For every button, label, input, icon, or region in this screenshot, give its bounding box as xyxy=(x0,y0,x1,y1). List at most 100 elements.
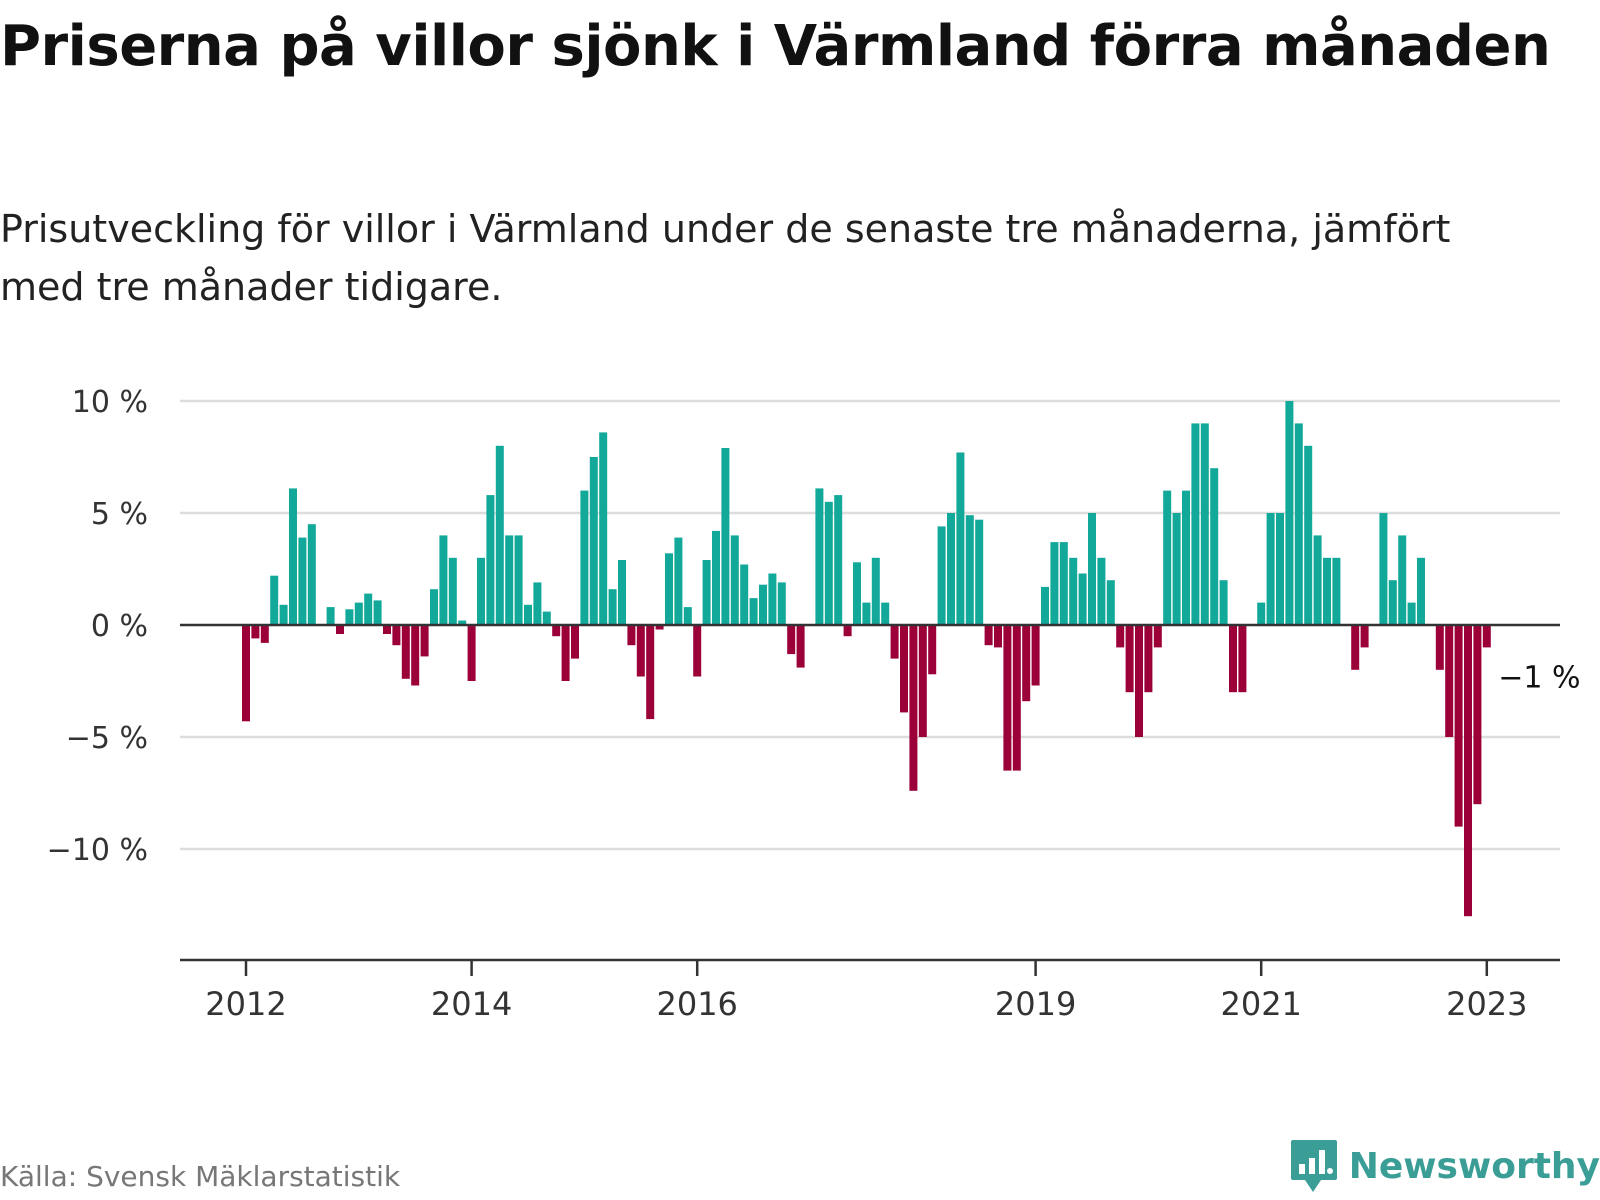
bar xyxy=(1294,423,1303,625)
bar xyxy=(1022,625,1031,702)
bar xyxy=(871,557,880,625)
bar xyxy=(1398,535,1407,625)
bar xyxy=(1003,625,1012,771)
bar xyxy=(1379,513,1388,625)
bar xyxy=(439,535,448,625)
bar xyxy=(777,582,786,625)
brand-logo: Newsworthy xyxy=(1289,1138,1600,1194)
bars xyxy=(242,401,1491,917)
bar xyxy=(1473,625,1482,805)
x-tick-label: 2014 xyxy=(431,985,512,1023)
bar xyxy=(1088,513,1096,625)
bar xyxy=(1210,468,1219,625)
bar xyxy=(1313,535,1322,625)
bar xyxy=(298,537,307,625)
bar xyxy=(815,488,824,625)
annotation: −1 % xyxy=(1495,657,1584,699)
bar xyxy=(975,519,984,625)
bar xyxy=(289,488,297,625)
bar xyxy=(1097,557,1106,625)
bar xyxy=(1482,625,1491,648)
bar xyxy=(505,535,514,625)
bar xyxy=(1106,580,1115,625)
bar xyxy=(984,625,993,646)
bar xyxy=(279,604,288,625)
bar xyxy=(900,625,908,713)
bar xyxy=(242,625,250,722)
bar xyxy=(636,625,645,677)
bar xyxy=(1445,625,1454,737)
bar xyxy=(467,625,476,681)
bar xyxy=(336,625,344,634)
bar xyxy=(354,602,363,625)
gridlines xyxy=(180,399,1560,851)
bar xyxy=(824,501,833,625)
bar xyxy=(420,625,429,657)
bar xyxy=(1219,580,1228,625)
annotation-label: −1 % xyxy=(1498,661,1580,696)
y-tick-label: −5 % xyxy=(66,721,148,756)
bar xyxy=(1332,557,1341,625)
bar xyxy=(712,530,720,625)
bar xyxy=(937,526,946,625)
bar xyxy=(1135,625,1143,737)
bar xyxy=(1116,625,1125,648)
y-tick-label: −10 % xyxy=(47,833,148,868)
bar xyxy=(524,604,532,625)
bar xyxy=(1172,513,1181,625)
x-tick-label: 2021 xyxy=(1220,985,1301,1023)
bar xyxy=(674,537,683,625)
bar xyxy=(580,490,589,625)
bar xyxy=(1407,602,1416,625)
brand-name: Newsworthy xyxy=(1348,1145,1600,1187)
y-tick-label: 10 % xyxy=(72,385,148,420)
bar xyxy=(1012,625,1021,771)
bar xyxy=(599,432,608,625)
bar xyxy=(448,557,457,625)
bar xyxy=(1454,625,1463,827)
x-tick-label: 2019 xyxy=(995,985,1076,1023)
bar xyxy=(364,593,373,625)
bar xyxy=(862,602,871,625)
bar-chart: 10 % 5 % 0 % −5 % −10 % 2012 2014 2016 2019 2021… xyxy=(47,385,1584,1023)
bar xyxy=(1323,557,1331,625)
bar xyxy=(787,625,796,655)
bar xyxy=(401,625,410,679)
bar xyxy=(1238,625,1247,693)
bar xyxy=(1153,625,1162,648)
bar xyxy=(533,582,542,625)
bar xyxy=(1435,625,1444,670)
bar xyxy=(1191,423,1200,625)
bar xyxy=(1163,490,1172,625)
bar xyxy=(627,625,636,646)
bar xyxy=(1276,513,1284,625)
bar xyxy=(947,513,955,625)
bar xyxy=(965,515,974,625)
bar xyxy=(1125,625,1134,693)
bar xyxy=(326,607,335,625)
bar xyxy=(618,560,626,625)
bar xyxy=(881,602,890,625)
bar xyxy=(994,625,1002,648)
bar xyxy=(646,625,655,720)
bar xyxy=(1069,557,1078,625)
bar xyxy=(1059,542,1068,625)
bar xyxy=(411,625,420,686)
bar xyxy=(589,457,598,625)
bar xyxy=(721,448,730,625)
bar xyxy=(514,535,523,625)
bar xyxy=(956,452,965,625)
bar xyxy=(1229,625,1237,693)
bar xyxy=(1041,586,1049,625)
bar xyxy=(768,573,777,625)
bar xyxy=(383,625,391,634)
bar xyxy=(571,625,579,659)
bar xyxy=(1078,573,1087,625)
bar xyxy=(1050,542,1059,625)
bar xyxy=(307,524,316,625)
bar xyxy=(796,625,805,668)
bar xyxy=(693,625,702,677)
bar xyxy=(909,625,918,791)
x-tick-label: 2016 xyxy=(656,985,737,1023)
bar xyxy=(665,553,673,625)
